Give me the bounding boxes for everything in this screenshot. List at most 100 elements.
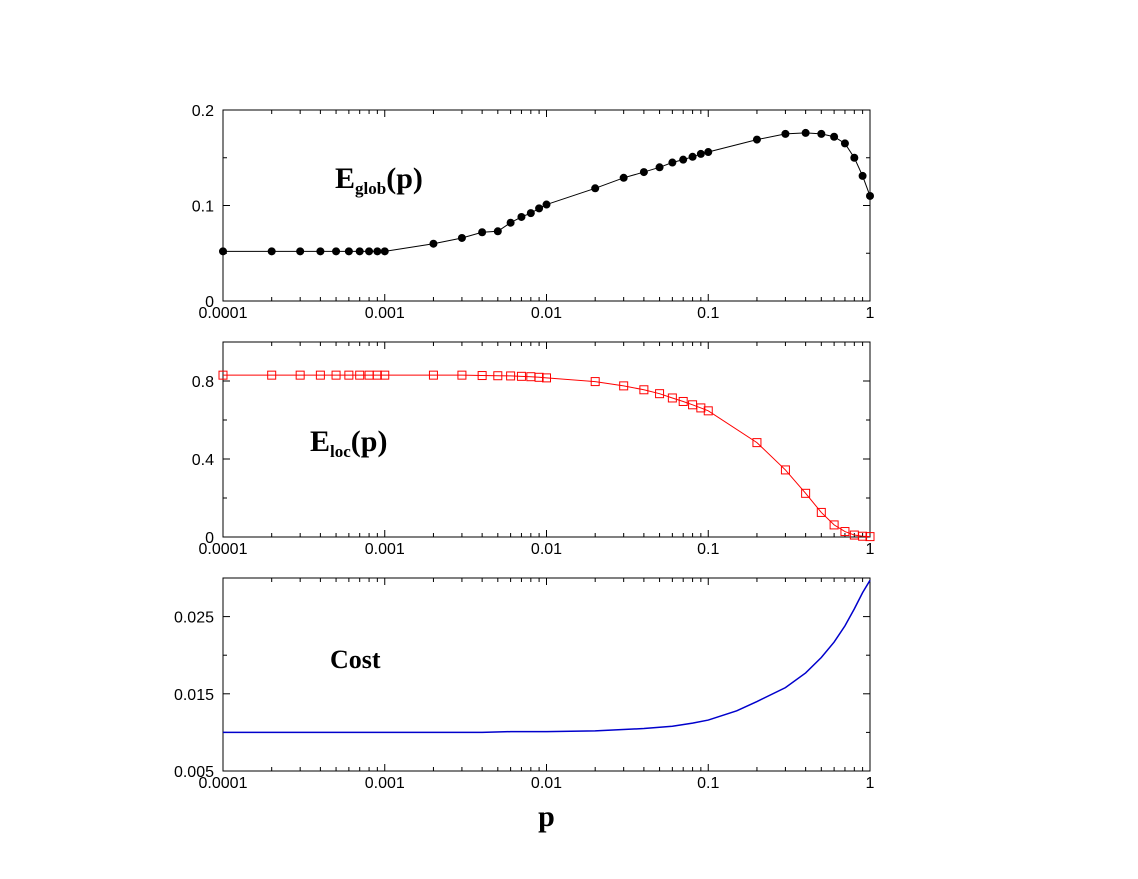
- y-tick-label: 0: [205, 294, 214, 311]
- data-point: [295, 370, 305, 380]
- x-tick-label: 1: [866, 541, 875, 558]
- data-point: [493, 371, 503, 381]
- data-point: [865, 532, 875, 542]
- data-point: [858, 171, 867, 180]
- data-point: [829, 520, 839, 530]
- data-point: [639, 385, 649, 395]
- x-axis-label: p: [538, 800, 555, 833]
- data-point: [655, 163, 664, 172]
- data-point: [619, 381, 629, 391]
- panel-3: 0.0001 0.001 0.01 0.1 1 0.005 0.015 0.025 Cost p: [174, 577, 875, 833]
- data-point: [639, 168, 648, 177]
- data-point: [373, 247, 382, 256]
- data-point: [703, 406, 713, 416]
- data-point: [219, 247, 227, 256]
- data-point: [344, 247, 353, 256]
- data-point: [619, 173, 628, 182]
- x-tick-label: 0.0001: [199, 775, 248, 792]
- data-point: [355, 370, 365, 380]
- x-tick-label: 0.1: [697, 305, 719, 322]
- y-tick-label: 0: [205, 530, 214, 547]
- y-tick-label: 0.2: [192, 103, 214, 120]
- annotation-subscript: glob: [355, 179, 386, 198]
- data-point: [752, 135, 761, 144]
- x-tick-label: 0.01: [531, 775, 562, 792]
- data-point: [517, 212, 526, 221]
- data-point: [380, 370, 390, 380]
- data-point: [780, 465, 790, 475]
- y-tick-label: 0.005: [174, 764, 214, 781]
- x-tick-label: 0.01: [531, 305, 562, 322]
- series-line: [223, 579, 871, 734]
- annotation-main: Cost: [330, 645, 381, 674]
- data-point: [267, 370, 277, 380]
- data-point: [590, 377, 600, 387]
- data-point: [315, 370, 325, 380]
- x-tick-label: 1: [866, 305, 875, 322]
- data-point: [428, 370, 438, 380]
- y-tick-label: 0.4: [192, 452, 214, 469]
- data-point: [526, 209, 535, 218]
- x-tick-label: 0.0001: [199, 305, 248, 322]
- data-point: [801, 128, 810, 137]
- data-point: [858, 531, 868, 541]
- y-tick-label: 0.8: [192, 374, 214, 391]
- x-tick-label: 0.001: [365, 305, 405, 322]
- data-point: [380, 247, 389, 256]
- annotation-suffix: (p): [386, 162, 423, 195]
- y-tick-label: 0.1: [192, 199, 214, 216]
- annotation-subscript: loc: [330, 442, 351, 461]
- data-point: [429, 239, 438, 248]
- data-point: [534, 372, 544, 382]
- data-point: [667, 393, 677, 403]
- data-point: [866, 191, 874, 200]
- panel-annotation: Cost: [330, 645, 381, 674]
- series-line: [223, 374, 871, 538]
- x-tick-label: 0.001: [365, 541, 405, 558]
- data-point: [752, 438, 762, 448]
- data-point: [535, 204, 544, 213]
- series-line: [223, 132, 871, 252]
- data-point: [506, 371, 516, 381]
- y-tick-label: 0.015: [174, 687, 214, 704]
- data-point: [542, 373, 551, 383]
- data-point: [840, 139, 849, 148]
- data-point: [696, 403, 706, 413]
- data-point: [344, 370, 354, 380]
- data-point: [668, 158, 677, 167]
- data-point: [542, 200, 551, 209]
- panel-annotation: Eloc(p): [310, 425, 387, 461]
- data-point: [477, 371, 487, 381]
- data-point: [493, 227, 502, 236]
- panel-annotation: Eglob(p): [335, 162, 423, 198]
- x-tick-label: 0.01: [531, 541, 562, 558]
- data-point: [850, 153, 859, 162]
- data-point: [781, 129, 790, 138]
- data-point: [704, 148, 713, 157]
- x-tick-label: 0.0001: [199, 541, 248, 558]
- data-point: [801, 488, 811, 498]
- data-point: [457, 233, 466, 242]
- data-point: [688, 152, 697, 161]
- data-point: [830, 132, 839, 141]
- annotation-suffix: (p): [351, 425, 388, 458]
- data-point: [678, 396, 688, 406]
- y-tick-label: 0.025: [174, 610, 214, 627]
- data-point: [267, 247, 276, 256]
- x-tick-label: 0.001: [365, 775, 405, 792]
- data-point: [655, 389, 665, 399]
- data-point: [332, 247, 341, 256]
- panel-1: 0.0001 0.001 0.01 0.1 1 0 0.1 0.2 Eglob(p): [192, 103, 875, 322]
- annotation-main: E: [335, 162, 355, 195]
- x-tick-label: 1: [866, 775, 875, 792]
- data-point: [591, 184, 600, 193]
- data-point: [355, 247, 364, 256]
- data-point: [478, 228, 487, 237]
- data-point: [316, 247, 325, 256]
- data-point: [506, 218, 515, 227]
- data-point: [516, 371, 526, 381]
- annotation-main: E: [310, 425, 330, 458]
- data-point: [817, 129, 826, 138]
- data-point: [679, 155, 688, 164]
